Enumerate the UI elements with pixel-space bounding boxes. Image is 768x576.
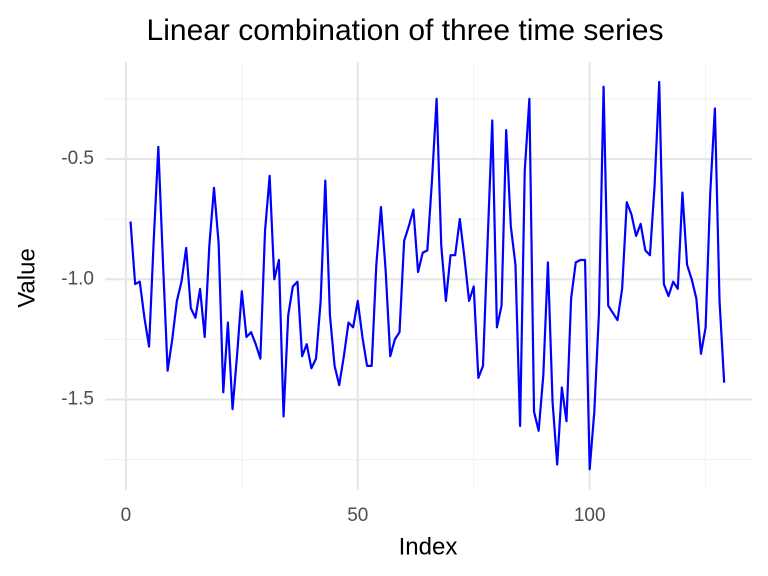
y-tick-label: -1.5 (61, 389, 94, 410)
x-tick-label: 100 (574, 505, 606, 526)
x-tick-label: 0 (121, 505, 132, 526)
y-axis-label: Value (13, 248, 40, 308)
y-tick-label: -0.5 (61, 148, 94, 169)
data-line (129, 80, 726, 471)
y-tick-label: -1.0 (61, 268, 94, 289)
chart-title: Linear combination of three time series (147, 14, 664, 47)
x-tick-label: 50 (347, 505, 368, 526)
x-axis-label: Index (399, 533, 458, 560)
